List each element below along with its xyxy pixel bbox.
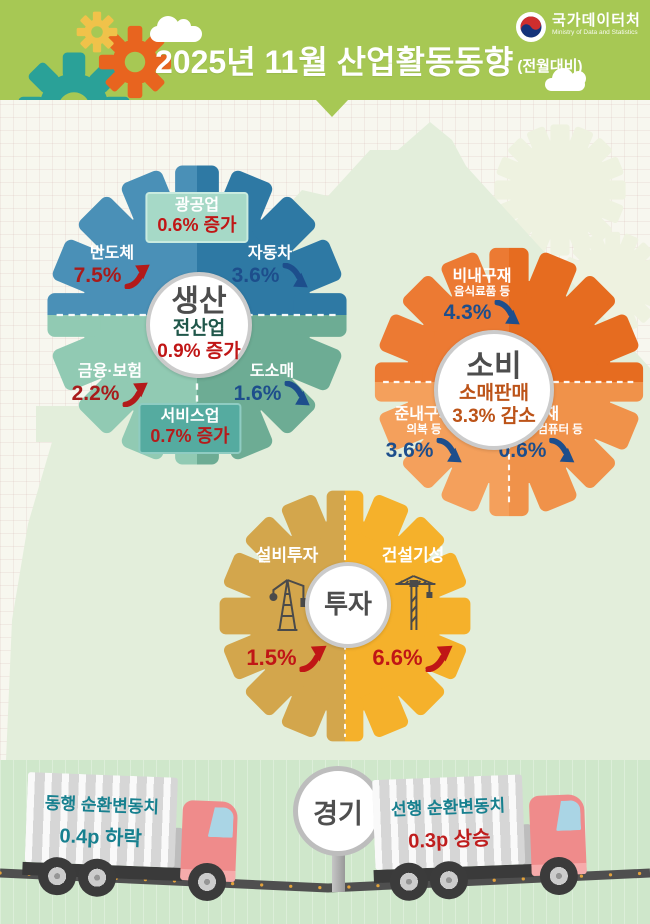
cloud-icon	[545, 68, 586, 91]
nondurables-sublabel: 음식료품 등	[453, 286, 511, 299]
finance-insurance-stat: 금융·보험 2.2%	[72, 363, 149, 407]
trend-down-icon	[549, 438, 575, 464]
coincident-cargo-box: 동행 순환변동치 0.4p 하락	[24, 771, 179, 868]
coincident-label: 동행 순환변동치	[44, 793, 160, 817]
mining-value: 0.6% 증가	[157, 215, 237, 236]
trend-down-icon	[436, 438, 462, 464]
facility-value: 1.5%	[246, 644, 297, 670]
leading-index-truck: 선행 순환변동치 0.3p 상승	[370, 760, 590, 902]
semiconductor-stat: 반도체 7.5%	[74, 245, 151, 289]
trend-up-icon	[426, 644, 454, 672]
consumption-subtitle: 소매판매	[459, 383, 529, 405]
semidurables-value: 3.6%	[385, 439, 434, 463]
services-label: 서비스업	[160, 408, 220, 425]
finance-label: 금융·보험	[77, 363, 143, 380]
automobile-label: 자동차	[247, 245, 293, 262]
truck-wheel	[77, 858, 117, 898]
semiconductor-value: 7.5%	[73, 264, 122, 288]
tower-crane-icon	[395, 574, 435, 630]
agency-logo: 국가데이터처 Ministry of Data and Statistics	[516, 12, 641, 42]
semiconductor-label: 반도체	[89, 245, 135, 262]
leading-cargo-box: 선행 순환변동치 0.3p 상승	[372, 774, 526, 871]
mining-manufacturing-tag: 광공업 0.6% 증가	[145, 192, 249, 243]
header-banner: 2025년 11월 산업활동동향 (전월대비) 국가데이터처 Ministry …	[0, 0, 650, 100]
derrick-crane-icon	[269, 578, 307, 631]
agency-name-english: Ministry of Data and Statistics	[552, 29, 638, 37]
truck-window	[208, 807, 234, 838]
taegeuk-icon	[516, 12, 546, 42]
leading-value: 0.3p 상승	[407, 827, 491, 853]
truck-wheel	[429, 860, 469, 900]
consumption-gear	[374, 247, 644, 517]
services-value: 0.7% 증가	[150, 426, 230, 447]
investment-title: 투자	[324, 589, 372, 620]
teal-gear-icon	[18, 52, 130, 100]
finance-value: 2.2%	[71, 382, 120, 406]
economy-sign-label: 경기	[313, 798, 363, 829]
trend-down-icon	[284, 381, 310, 407]
automobile-value: 3.6%	[231, 264, 280, 288]
truck-wheel	[187, 862, 227, 902]
nondurables-label: 비내구재	[452, 268, 512, 285]
report-period-note: (전월대비)	[517, 58, 583, 75]
coincident-index-truck: 동행 순환변동치 0.4p 하락	[22, 760, 242, 902]
nondurables-stat: 비내구재 음식료품 등 4.3%	[444, 268, 521, 326]
header-pointer-triangle	[316, 100, 348, 117]
orange-gear-icon	[98, 25, 172, 99]
yellow-gear-icon	[76, 11, 118, 53]
truck-wheel	[389, 862, 429, 902]
facility-investment-stat: 설비투자 1.5%	[246, 546, 327, 672]
production-title: 생산	[171, 284, 227, 318]
wholesale-retail-stat: 도소매 1.6%	[234, 363, 311, 407]
services-tag: 서비스업 0.7% 증가	[138, 403, 242, 454]
agency-name: 국가데이터처	[552, 12, 641, 29]
wholesale-label: 도소매	[249, 363, 295, 380]
construction-label: 건설기성	[381, 546, 445, 565]
report-title: 2025년 11월 산업활동동향	[155, 44, 514, 80]
page-title: 2025년 11월 산업활동동향 (전월대비)	[155, 46, 583, 78]
coincident-value: 0.4p 하락	[59, 824, 143, 850]
cloud-icon	[150, 16, 202, 42]
construction-value: 6.6%	[372, 644, 423, 670]
automobile-stat: 자동차 3.6%	[232, 245, 309, 289]
production-hub: 생산 전산업 0.9% 증가	[146, 272, 252, 378]
wholesale-value: 1.6%	[233, 382, 282, 406]
trend-up-icon	[124, 263, 150, 289]
trend-down-icon	[494, 300, 520, 326]
investment-hub: 투자	[305, 562, 391, 648]
semidurables-sublabel: 의복 등	[406, 424, 442, 437]
truck-wheel	[539, 856, 579, 896]
mining-label: 광공업	[174, 197, 220, 214]
consumption-title: 소비	[466, 349, 522, 383]
economy-sign-post	[332, 852, 345, 892]
leading-label: 선행 순환변동치	[390, 795, 506, 819]
production-subtitle: 전산업	[172, 318, 226, 340]
facility-label: 설비투자	[255, 546, 319, 565]
consumption-hub: 소비 소매판매 3.3% 감소	[434, 330, 554, 450]
trend-down-icon	[282, 263, 308, 289]
construction-stat: 건설기성 6.6%	[372, 546, 453, 672]
nondurables-value: 4.3%	[443, 301, 492, 325]
production-value: 0.9% 증가	[157, 341, 241, 363]
truck-window	[555, 800, 581, 831]
trend-up-icon	[300, 644, 328, 672]
truck-wheel	[37, 856, 77, 896]
consumption-value: 3.3% 감소	[452, 406, 536, 428]
